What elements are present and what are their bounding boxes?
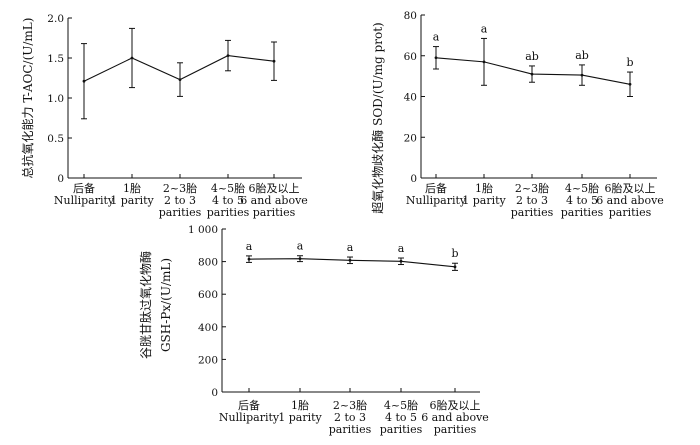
data-point [453,265,457,269]
significance-letter: ab [575,49,589,62]
y-tick-label: 60 [404,51,417,63]
x-tick-label-cn: 1胎 [475,181,493,195]
x-tick-label-en: 4 to 5 [385,411,417,424]
y-tick-label: 1.0 [47,93,64,105]
data-point [130,56,134,60]
y-tick-label: 0 [410,173,417,185]
significance-letter: a [347,241,354,254]
data-point [580,73,584,77]
x-tick-label-en: parities [434,423,477,436]
x-tick-label-cn: 6胎及以上 [430,398,481,412]
data-point [247,257,251,261]
x-tick-label-cn: 6胎及以上 [605,181,656,195]
significance-letter: a [433,31,440,44]
y-tick-label: 40 [404,92,417,104]
y-tick-label: 400 [198,322,218,334]
x-tick-label-cn: 后备 [238,398,260,412]
y-tick-label: 2.0 [47,13,64,25]
series-line [248,258,456,268]
x-tick-label-en: 4 to 5 [566,194,598,207]
significance-letter: a [246,240,253,253]
y-tick-label: 0.5 [47,133,64,145]
y-tick-label: 0 [211,387,218,399]
significance-letter: a [481,22,488,35]
x-tick-label-en: 1 parity [462,194,506,207]
x-tick-label-en: parities [253,206,296,219]
x-tick-label-en: 4 to 5 [212,194,244,207]
data-point [399,259,403,263]
y-axis-label: 超氧化物歧化酶 SOD/(U/mg prot) [370,22,385,213]
y-tick-label: 20 [404,132,417,144]
y-tick-label: 1 000 [188,224,218,236]
series-line [83,55,275,82]
x-tick-label-en: parities [511,206,554,219]
x-tick-label-en: 1 parity [278,411,322,424]
x-tick-label-en: 2 to 3 [164,194,196,207]
x-tick-label-cn: 1胎 [123,181,141,195]
significance-letter: b [626,56,633,69]
x-tick-label-en: 2 to 3 [516,194,548,207]
x-tick-label-en: parities [561,206,604,219]
x-tick-label-cn: 6胎及以上 [249,181,300,195]
y-tick-label: 80 [404,10,417,22]
y-tick-label: 1.5 [47,53,64,65]
data-point [82,79,86,83]
y-axis-label: 总抗氧化能力 T-AOC/(U/mL) [20,18,35,179]
data-point [628,82,632,86]
x-tick-label-cn: 4~5胎 [565,181,599,195]
x-tick-label-en: parities [207,206,250,219]
x-tick-label-en: Nulliparity [219,411,280,424]
significance-letter: a [398,242,405,255]
significance-letter: a [297,240,304,253]
data-point [178,78,182,81]
significance-letter: b [451,247,458,260]
x-tick-label-en: 6 and above [421,411,489,424]
x-tick-label-en: 1 parity [110,194,154,207]
y-axis-label: GSH-Px/(U/mL) [159,258,173,352]
x-tick-label-en: parities [380,423,423,436]
x-tick-label-en: parities [329,423,372,436]
data-point [348,258,352,262]
y-tick-label: 800 [198,257,218,269]
x-tick-label-cn: 后备 [73,181,95,195]
x-tick-label-en: parities [609,206,652,219]
x-tick-label-cn: 1胎 [291,398,309,412]
x-tick-label-cn: 2~3胎 [515,181,549,195]
x-tick-label-en: 6 and above [240,194,308,207]
y-tick-label: 600 [198,289,218,301]
x-tick-label-cn: 2~3胎 [163,181,197,195]
y-axis-label: 谷胱甘肽过氧化物酶 [138,251,153,359]
x-tick-label-cn: 4~5胎 [384,398,418,412]
x-tick-label-en: Nulliparity [406,194,467,207]
x-tick-label-en: 6 and above [596,194,664,207]
x-tick-label-cn: 2~3胎 [333,398,367,412]
x-tick-label-en: parities [159,206,202,219]
x-tick-label-en: Nulliparity [54,194,115,207]
x-tick-label-cn: 后备 [425,181,447,195]
data-point [272,59,276,63]
data-point [434,56,438,60]
y-tick-label: 0 [57,173,64,185]
y-tick-label: 200 [198,354,218,366]
data-point [226,54,230,57]
significance-letter: ab [525,50,539,63]
x-tick-label-en: 2 to 3 [334,411,366,424]
x-tick-label-cn: 4~5胎 [211,181,245,195]
data-point [298,257,302,261]
data-point [530,72,534,76]
data-point [482,60,486,64]
